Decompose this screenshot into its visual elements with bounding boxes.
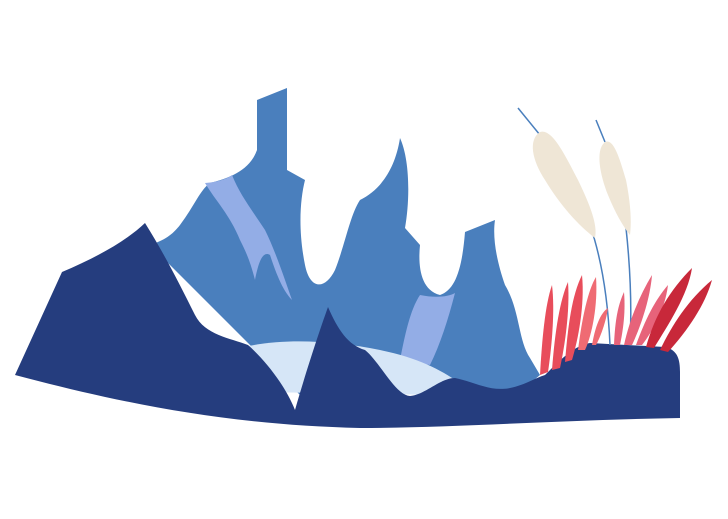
- grass-blade: [646, 268, 692, 348]
- grass-blade: [614, 292, 625, 345]
- grass-blade: [624, 275, 652, 345]
- light-ridge-left: [205, 175, 292, 300]
- grass-blade: [540, 285, 554, 375]
- navy-ground: [15, 223, 680, 428]
- reed-head: [532, 131, 596, 238]
- grass-blade: [552, 282, 569, 370]
- grass-blade: [636, 285, 668, 345]
- reed-stem: [595, 119, 606, 143]
- grass-blade: [592, 308, 608, 345]
- red-grass: [540, 268, 712, 375]
- light-ridge-right: [400, 293, 455, 365]
- reed-head: [599, 141, 631, 235]
- grass-blade: [578, 277, 597, 350]
- grass-blade: [565, 275, 583, 362]
- grass-blade: [660, 280, 712, 352]
- mountains: [15, 88, 680, 428]
- reed-stem: [517, 107, 541, 136]
